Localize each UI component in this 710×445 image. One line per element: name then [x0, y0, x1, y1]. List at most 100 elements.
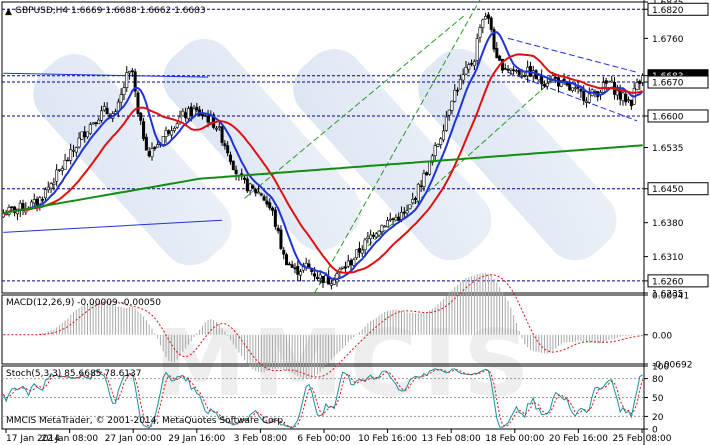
candle-body	[641, 75, 645, 83]
candle-body	[315, 277, 319, 280]
candle-body	[268, 202, 272, 209]
price-label-box	[647, 274, 709, 288]
candle-body	[621, 92, 625, 102]
candle-body	[43, 189, 47, 199]
candle-body	[489, 17, 493, 30]
candle-body	[102, 106, 106, 111]
candle-body	[478, 27, 482, 38]
candle-body	[444, 116, 448, 131]
candle-body	[273, 209, 277, 227]
candle-body	[512, 69, 516, 72]
macd-header: MACD(12,26,9) -0.00009 -0.00050	[6, 298, 161, 308]
candle-body	[55, 169, 59, 182]
candle-body	[405, 210, 409, 214]
candle-body	[416, 183, 420, 202]
candle-body	[212, 114, 216, 128]
time-label: 20 Feb 16:00	[549, 434, 608, 444]
stoch-scale-label: 20	[652, 413, 664, 423]
candle-body	[200, 113, 204, 117]
macd-scale-label: 0.00	[652, 331, 672, 341]
stoch-scale-label: 0	[652, 426, 658, 436]
candle-body	[203, 115, 207, 117]
candle-body	[125, 72, 129, 88]
candle-body	[523, 75, 527, 77]
price-label: 1.6535	[652, 144, 684, 154]
time-label: 27 Jan 00:00	[105, 434, 162, 444]
candle-body	[41, 199, 45, 201]
price-label: 1.6310	[652, 253, 684, 263]
candle-body	[80, 131, 84, 140]
price-label-box	[647, 75, 709, 89]
candle-body	[411, 199, 415, 204]
candle-body	[520, 75, 524, 77]
candle-body	[349, 260, 353, 266]
candle-body	[585, 100, 589, 103]
symbol-icon: ▲	[5, 7, 12, 17]
candle-body	[430, 155, 434, 163]
stoch-scale-label: 80	[652, 375, 664, 385]
candle-body	[105, 107, 109, 115]
candle-body	[1, 212, 5, 218]
candle-body	[186, 108, 190, 120]
candle-body	[624, 93, 628, 103]
candle-body	[217, 126, 221, 128]
candle-body	[629, 99, 633, 107]
copyright-text: MMCIS MetaTrader, © 2001-2014, MetaQuote…	[6, 416, 286, 426]
candle-body	[184, 112, 188, 119]
trend-line-bottom	[3, 219, 223, 233]
macd-signal-line	[3, 274, 643, 378]
stoch-scale-label: 50	[652, 394, 664, 404]
time-label: 6 Feb 00:00	[297, 434, 351, 444]
candle-body	[366, 236, 370, 239]
wedge-bottom	[507, 71, 638, 122]
candle-body	[321, 275, 325, 284]
time-label: 29 Jan 16:00	[168, 434, 225, 444]
price-label: 1.6380	[652, 219, 684, 229]
candle-body	[214, 128, 218, 130]
candle-body	[167, 130, 171, 134]
candle-body	[170, 130, 174, 136]
candle-body	[285, 254, 289, 266]
candle-body	[245, 178, 249, 192]
candle-body	[259, 193, 263, 196]
candle-body	[164, 130, 168, 137]
candle-body	[458, 78, 462, 90]
candle-body	[128, 70, 132, 74]
price-label: 1.6450	[652, 185, 684, 195]
candle-body	[248, 183, 252, 191]
stoch-signal-line	[3, 368, 644, 428]
candle-body	[394, 217, 398, 221]
candle-body	[13, 206, 17, 213]
candle-body	[470, 63, 474, 65]
price-scale: 1.68351.68201.67601.66831.66701.66001.65…	[644, 0, 709, 436]
candle-body	[71, 149, 75, 152]
time-label: 22 Jan 08:00	[41, 434, 98, 444]
candle-body	[571, 87, 575, 91]
candle-body	[363, 239, 367, 251]
candle-body	[371, 234, 375, 237]
candle-body	[397, 216, 401, 221]
price-label: 1.6600	[652, 112, 684, 122]
candle-body	[442, 130, 446, 141]
candle-body	[189, 106, 193, 117]
candle-body	[332, 279, 336, 285]
candle-body	[251, 185, 255, 189]
candle-body	[10, 206, 14, 209]
candle-body	[486, 14, 490, 19]
watermark-logo: MMCIS	[33, 39, 617, 417]
candle-body	[66, 159, 70, 162]
candle-body	[57, 169, 61, 171]
moving-averages	[3, 31, 644, 281]
ma-slow-line	[3, 144, 643, 214]
candle-body	[537, 75, 541, 81]
candle-body	[408, 204, 412, 210]
candle-body	[234, 169, 238, 175]
candle-body	[456, 89, 460, 92]
candle-body	[254, 189, 258, 194]
stochastic-lines	[2, 368, 644, 430]
macd-scale-label: -0.00692	[652, 361, 692, 371]
candle-body	[220, 126, 224, 143]
candle-body	[377, 230, 381, 236]
candle-body	[579, 89, 583, 92]
